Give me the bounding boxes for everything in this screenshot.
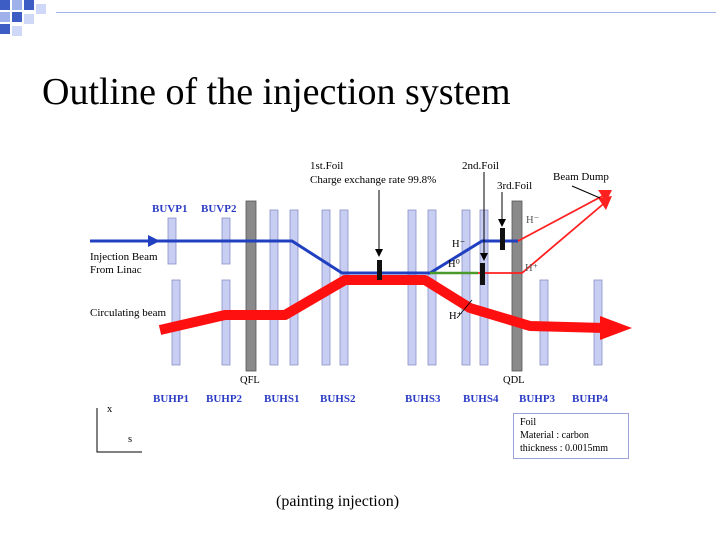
label-injection-beam: Injection Beam [90,251,158,263]
circulating-beam-line [158,275,606,335]
dump-pointer [571,185,601,199]
dump-line-lower [478,199,609,274]
label-from-linac: From Linac [90,264,142,276]
slide-title: Outline of the injection system [42,71,511,113]
label-h-minus: H⁻ [452,239,466,250]
magnet-buhs3-a [407,209,417,366]
label-h-zero: H⁰ [448,259,460,270]
label-foil3-name: 3rd.Foil [497,180,533,192]
label-qdl: QDL [503,375,525,386]
foil-info-thickness: thickness : 0.0015mm [520,443,609,454]
h-minus-pointer [456,299,473,319]
label-h-plus: H⁺ [449,311,463,322]
injection-beam-line [90,239,518,275]
magnet-buhs1-b [289,209,299,366]
label-buhp2: BUHP2 [206,393,243,405]
magnet-buhs4-a [461,209,471,366]
label-h-plus-right: H⁺ [525,263,539,274]
foil-info-box: Foil Material : carbon thickness : 0.001… [513,413,629,459]
axis-s-label: s [128,434,133,445]
dump-arrowhead-lower [598,196,612,210]
label-qfl: QFL [240,375,260,386]
label-buhs3: BUHS3 [405,393,441,405]
caption: (painting injection) [276,493,400,510]
injection-beam-arrowhead [148,235,160,247]
dump-line-upper [517,192,609,242]
label-buhs1: BUHS1 [264,393,300,405]
label-circulating-beam: Circulating beam [90,307,167,319]
label-buvp1: BUVP1 [152,203,188,215]
foil-3 [500,228,505,250]
magnet-buhs1-a [269,209,279,366]
label-buhp4: BUHP4 [572,393,609,405]
quad-qfl [245,200,257,372]
label-foil1-name: 1st.Foil [310,160,344,172]
label-buhs4: BUHS4 [463,393,499,405]
label-buhs2: BUHS2 [320,393,356,405]
label-buhp3: BUHP3 [519,393,556,405]
dump-arrowhead-upper [598,190,612,202]
axes-icon [96,408,142,453]
axis-x-label: x [107,404,113,415]
label-buhp1: BUHP1 [153,393,190,405]
foil-info-heading: Foil [520,417,537,428]
label-foil2-name: 2nd.Foil [462,160,499,172]
magnet-buhp2 [221,279,231,366]
foil-2 [480,263,485,285]
label-buvp2: BUVP2 [201,203,237,215]
label-foil1-rate: Charge exchange rate 99.8% [310,174,437,186]
foil-info-material: Material : carbon [520,430,589,441]
label-beam-dump: Beam Dump [553,171,609,183]
quad-qdl [511,200,523,372]
label-h-minus-top: H⁻ [526,215,540,226]
circulating-beam-arrowhead [600,316,632,340]
foil-1 [377,260,382,280]
